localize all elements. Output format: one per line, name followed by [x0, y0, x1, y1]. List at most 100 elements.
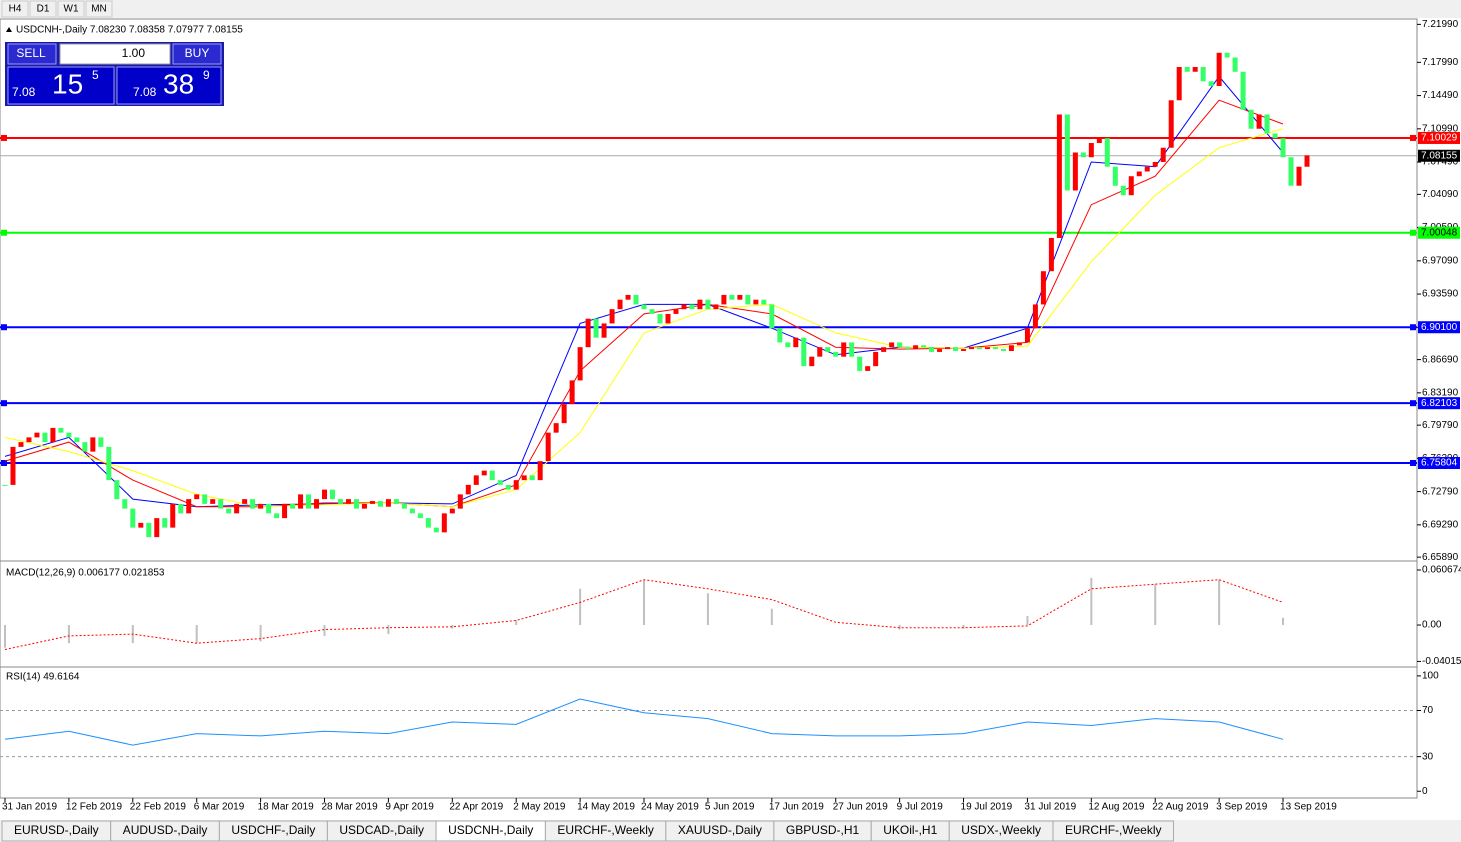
- candle: [1168, 100, 1174, 148]
- candle: [833, 351, 839, 357]
- candle: [138, 522, 144, 528]
- candle: [1048, 237, 1054, 272]
- candle: [937, 349, 943, 352]
- candle: [178, 503, 184, 514]
- candle: [1056, 114, 1062, 238]
- candle: [1192, 67, 1198, 72]
- price-line-label-bg: [1418, 397, 1460, 410]
- sell-price-box[interactable]: [7, 66, 115, 105]
- chart-title: USDCNH-,Daily 7.08230 7.08358 7.07977 7.…: [16, 25, 243, 36]
- symbol-tab-label: USDCHF-,Daily: [231, 823, 315, 837]
- candle: [210, 499, 216, 504]
- price-line-label-bg: [1418, 456, 1460, 469]
- candle: [489, 470, 495, 481]
- x-tick-label: 9 Apr 2019: [385, 802, 434, 813]
- price-line-handle[interactable]: [1, 324, 7, 331]
- timeframe-button[interactable]: [57, 0, 85, 18]
- current-price-label-bg: [1418, 149, 1460, 162]
- candle: [10, 446, 16, 485]
- candle: [921, 345, 927, 348]
- candle: [218, 499, 224, 509]
- price-line-handle[interactable]: [1, 459, 7, 466]
- sell-price-fraction: 5: [92, 68, 99, 82]
- buy-price-box[interactable]: [116, 66, 222, 105]
- candle: [665, 313, 671, 324]
- candle: [1256, 114, 1262, 129]
- current-price-label: 7.08155: [1421, 150, 1458, 161]
- price-line-handle[interactable]: [1, 134, 7, 141]
- candle: [290, 503, 296, 509]
- candle: [106, 446, 112, 481]
- candle: [1000, 349, 1006, 351]
- candle: [114, 480, 120, 500]
- candle: [737, 294, 743, 300]
- price-line-handle[interactable]: [1, 400, 7, 407]
- candle: [745, 294, 751, 305]
- candle: [641, 304, 647, 310]
- y-tick-label: 6.97090: [1422, 255, 1459, 266]
- candle: [1032, 304, 1038, 329]
- candle: [50, 427, 56, 443]
- candle: [282, 503, 288, 519]
- candle: [441, 513, 447, 533]
- x-tick-label: 24 May 2019: [641, 802, 699, 813]
- timeframe-button[interactable]: [85, 0, 113, 18]
- x-tick-label: 9 Jul 2019: [897, 802, 944, 813]
- candle: [857, 356, 863, 371]
- x-tick-label: 14 May 2019: [577, 802, 635, 813]
- x-tick-label: 13 Sep 2019: [1280, 802, 1337, 813]
- price-line-handle[interactable]: [1410, 229, 1416, 236]
- x-tick-label: 6 Mar 2019: [194, 802, 245, 813]
- price-line-handle[interactable]: [1410, 400, 1416, 407]
- chart-frame: [0, 18, 1418, 799]
- candle: [1200, 67, 1206, 82]
- timeframe-label: H4: [9, 4, 22, 15]
- candle: [905, 347, 911, 350]
- candle: [266, 503, 272, 514]
- candle: [721, 294, 727, 305]
- x-tick-label: 17 Jun 2019: [769, 802, 824, 813]
- symbol-tab-label: UKOil-,H1: [883, 823, 937, 837]
- y-tick-label: 7.10990: [1422, 123, 1459, 134]
- lot-input[interactable]: [59, 43, 171, 65]
- candle: [1224, 52, 1230, 58]
- candle: [617, 299, 623, 310]
- candle: [82, 442, 88, 452]
- timeframe-button[interactable]: [1, 0, 29, 18]
- price-line-handle[interactable]: [1410, 324, 1416, 331]
- indicator-title: RSI(14) 49.6164: [6, 672, 80, 683]
- candle: [250, 499, 256, 509]
- sell-button[interactable]: [7, 43, 57, 65]
- symbol-tab-label: USDCAD-,Daily: [339, 823, 424, 837]
- candle: [258, 503, 264, 509]
- price-line-label-bg: [1418, 321, 1460, 334]
- candle: [1208, 81, 1214, 87]
- candle: [409, 508, 415, 514]
- candle: [1248, 109, 1254, 129]
- timeframe-button[interactable]: [29, 0, 57, 18]
- x-tick-label: 18 Mar 2019: [258, 802, 315, 813]
- y-tick-label: 6.72790: [1422, 486, 1459, 497]
- candle: [992, 347, 998, 350]
- price-line-label-bg: [1418, 226, 1460, 239]
- price-line-handle[interactable]: [1, 229, 7, 236]
- candle: [314, 499, 320, 509]
- price-line-handle[interactable]: [1410, 134, 1416, 141]
- candle: [1080, 152, 1086, 158]
- y-tick-label: 0: [1422, 786, 1428, 797]
- candle: [761, 299, 767, 305]
- candle: [657, 313, 663, 324]
- candle: [801, 337, 807, 367]
- candle: [66, 432, 72, 438]
- price-line-handle[interactable]: [1410, 459, 1416, 466]
- y-tick-label: 0.060674: [1422, 565, 1461, 576]
- buy-button[interactable]: [172, 43, 222, 65]
- candle: [401, 503, 407, 509]
- candle: [713, 304, 719, 310]
- symbol-tab-label: GBPUSD-,H1: [786, 823, 860, 837]
- candle: [793, 337, 799, 348]
- candle: [1296, 166, 1302, 186]
- price-line-label: 6.75804: [1421, 458, 1458, 469]
- candle: [961, 349, 967, 351]
- symbol-tab[interactable]: [1052, 820, 1174, 842]
